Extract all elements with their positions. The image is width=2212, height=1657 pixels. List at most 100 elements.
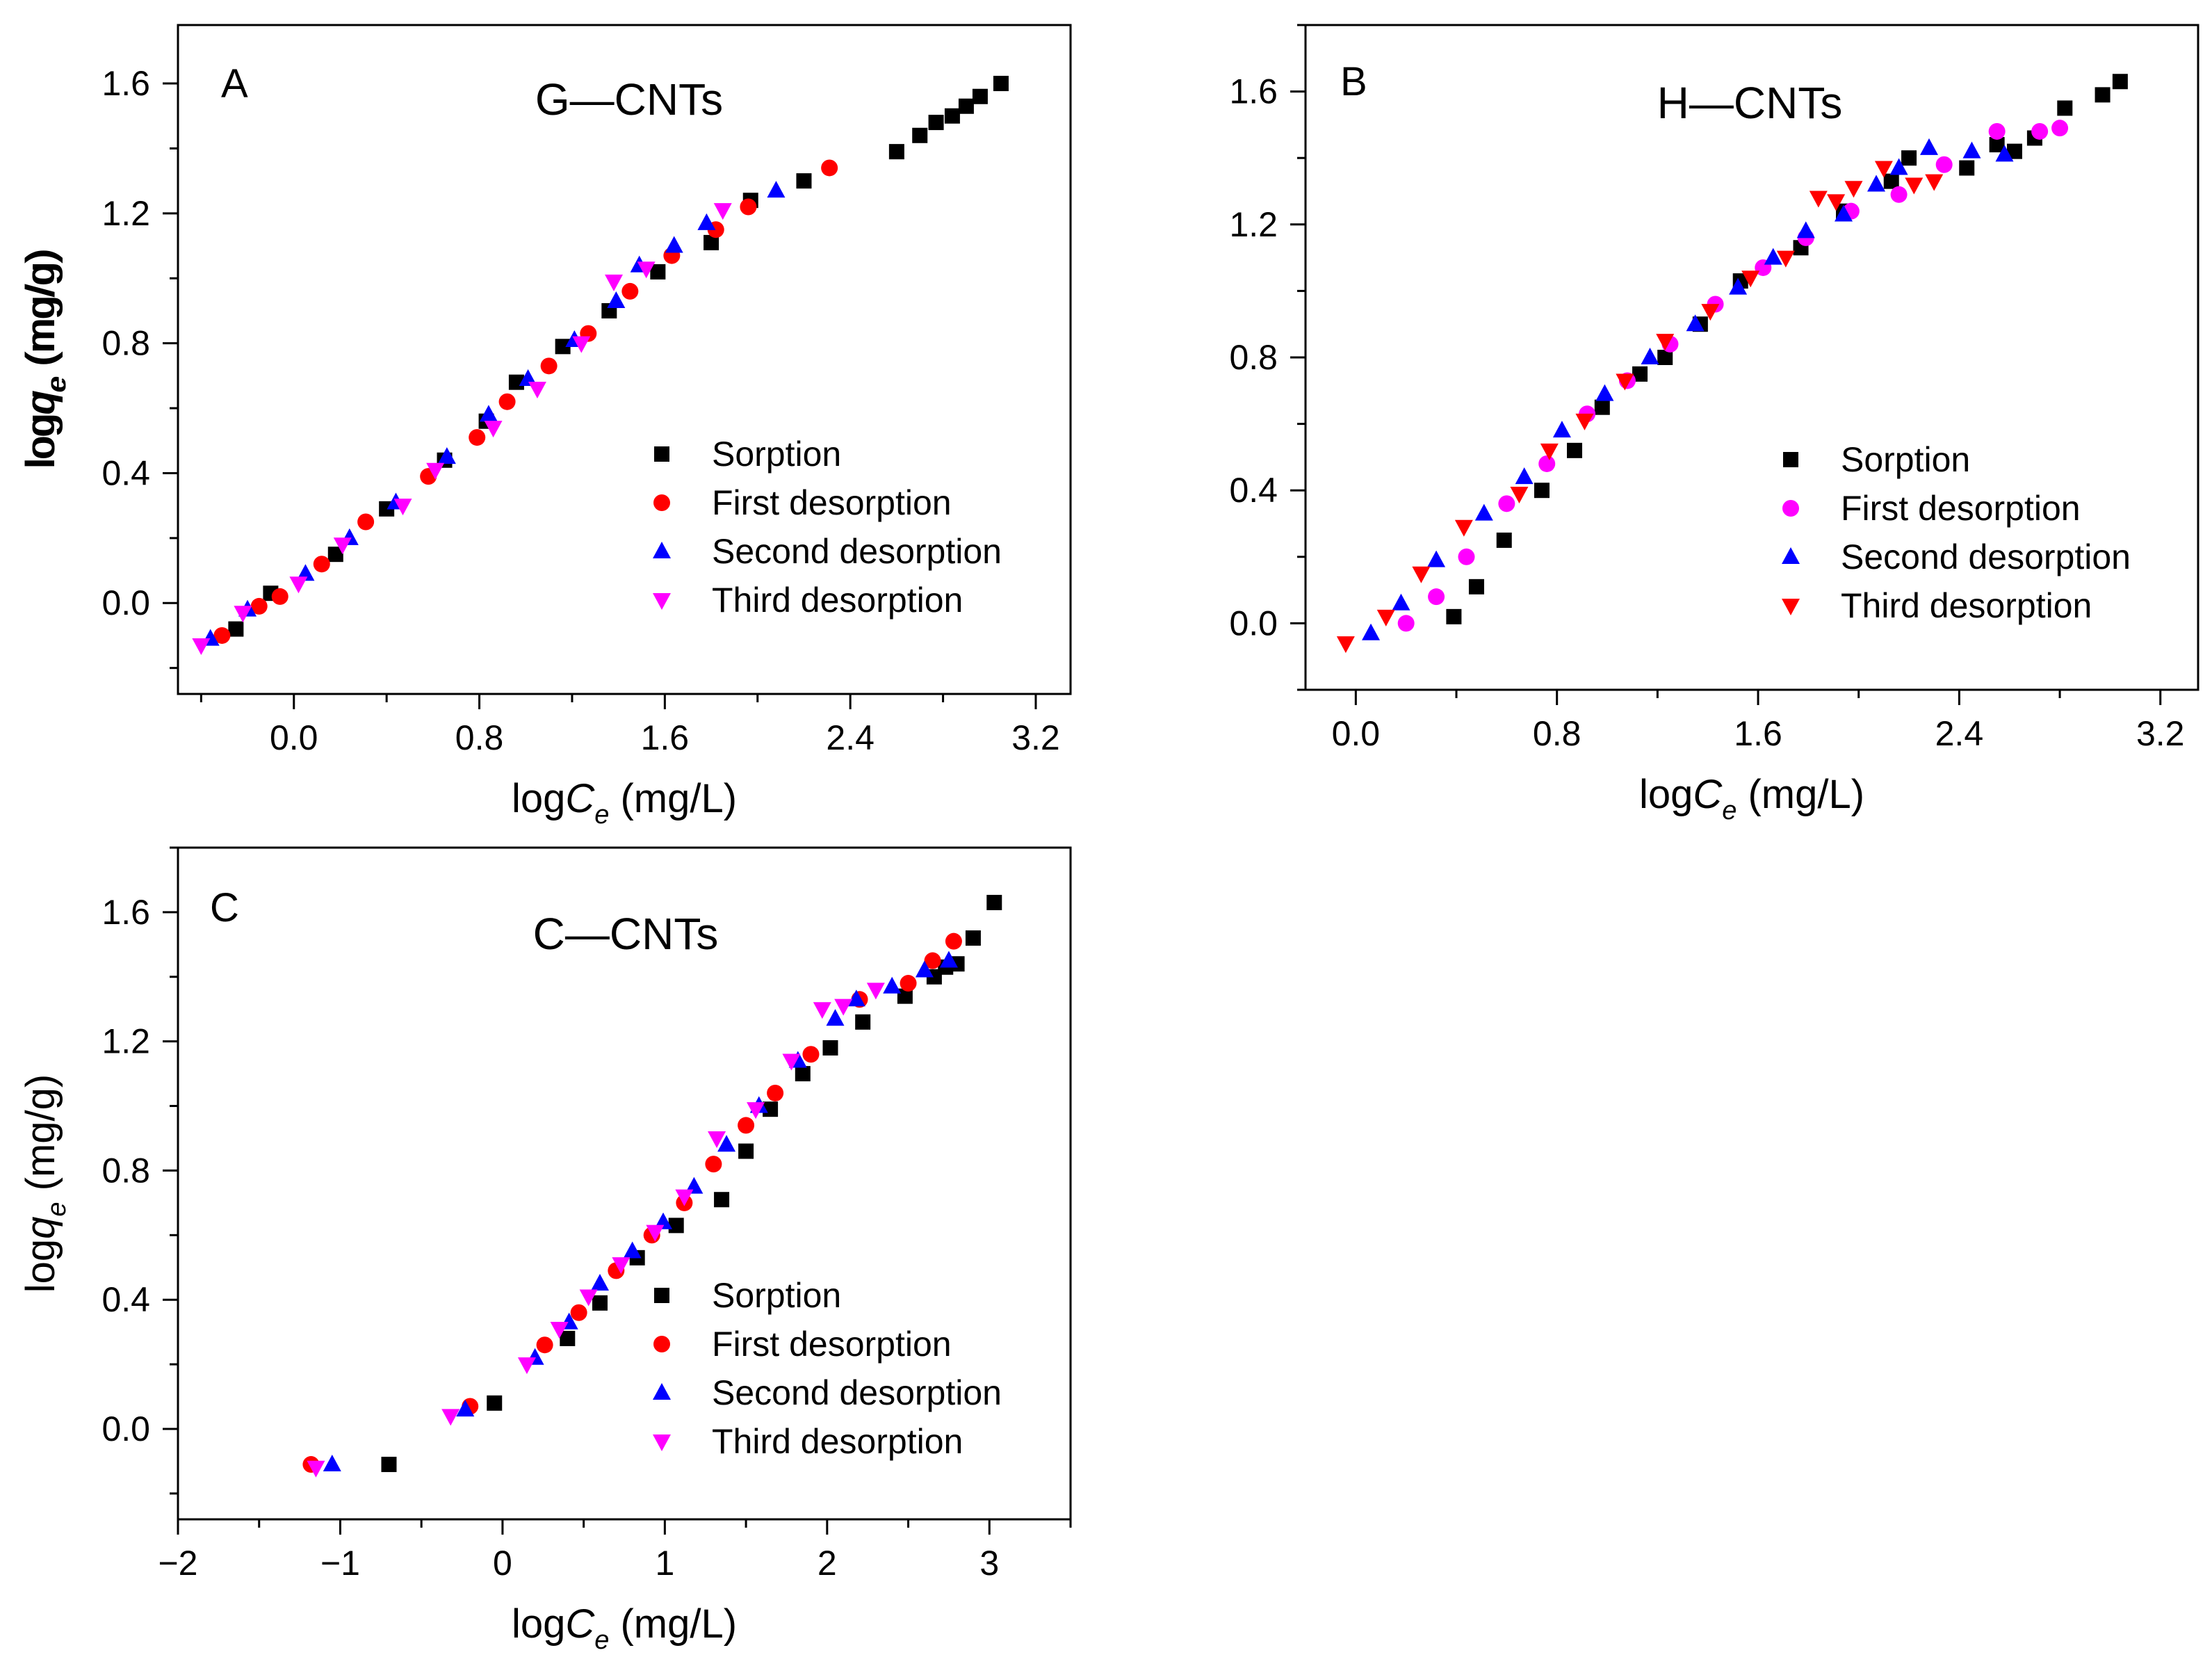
- legend-marker: [654, 446, 669, 462]
- data-point: [767, 181, 786, 198]
- x-tick-label: 0.0: [270, 718, 318, 757]
- data-point: [924, 952, 941, 969]
- data-point: [944, 108, 960, 124]
- x-tick-label: 1.6: [1734, 714, 1782, 753]
- y-tick-label: 0.4: [1229, 471, 1278, 510]
- data-point: [675, 1189, 694, 1206]
- data-point: [555, 339, 571, 355]
- data-point: [637, 261, 656, 279]
- data-point: [550, 1321, 569, 1339]
- series-sorption: [1446, 74, 2128, 624]
- legend-label: First desorption: [712, 483, 952, 522]
- data-point: [650, 264, 666, 280]
- x-axis-label: logCe (mg/L): [1639, 772, 1864, 825]
- data-point: [939, 951, 958, 968]
- data-point: [2095, 87, 2111, 103]
- legend-label: Sorption: [1841, 440, 1970, 479]
- data-point: [1989, 137, 2005, 153]
- data-point: [912, 127, 928, 143]
- data-point: [590, 1273, 609, 1291]
- data-point: [612, 1257, 631, 1275]
- panel-title: H—CNTs: [1657, 78, 1843, 128]
- panel-c: −2 −1 0 1 2 3 0.0 0.4 0.8 1.2 1.6 logCe (mg/L) logqe…: [18, 846, 1072, 1655]
- x-tick-label: −1: [320, 1544, 360, 1583]
- legend-marker: [1782, 547, 1800, 564]
- data-point: [1454, 519, 1473, 537]
- data-point: [1468, 579, 1484, 595]
- data-point: [2112, 74, 2128, 90]
- legend: Sorption First desorption Second desorptio…: [653, 1276, 1002, 1461]
- y-tick-label: 0.0: [101, 1409, 150, 1448]
- data-point: [327, 547, 343, 563]
- data-point: [1905, 177, 1924, 195]
- data-point: [313, 556, 330, 573]
- data-point: [738, 1143, 754, 1159]
- data-point: [697, 213, 716, 230]
- x-tick-label: 1: [655, 1544, 674, 1583]
- legend-label: Sorption: [712, 1276, 841, 1315]
- data-point: [2057, 100, 2073, 116]
- data-point: [1567, 442, 1583, 458]
- data-point: [1474, 503, 1493, 521]
- data-point: [1901, 150, 1917, 166]
- x-tick-label: 0.8: [455, 718, 504, 757]
- data-point: [560, 1330, 576, 1346]
- data-point: [717, 1135, 736, 1152]
- data-point: [213, 627, 231, 644]
- data-point: [1336, 636, 1355, 654]
- data-point: [866, 983, 885, 1000]
- y-tick-label: 0.4: [101, 1280, 150, 1319]
- data-point: [1925, 174, 1944, 191]
- data-point: [1776, 250, 1795, 268]
- data-point: [740, 198, 757, 216]
- data-point: [795, 1066, 811, 1082]
- data-point: [813, 1002, 831, 1019]
- x-tick-label: 0: [493, 1544, 512, 1583]
- data-point: [357, 513, 375, 531]
- data-point: [704, 234, 719, 250]
- legend-marker: [653, 1336, 670, 1352]
- data-point: [623, 1241, 642, 1259]
- legend-marker: [653, 593, 671, 610]
- x-tick-label: 2: [818, 1544, 837, 1583]
- data-point: [1988, 122, 2006, 140]
- data-point: [536, 1336, 553, 1354]
- legend-marker: [653, 1434, 671, 1451]
- legend-label: Second desorption: [712, 1373, 1002, 1412]
- data-point: [592, 1295, 608, 1311]
- x-axis-label: logCe (mg/L): [512, 1601, 737, 1655]
- data-point: [1594, 399, 1610, 415]
- data-point: [708, 1131, 726, 1148]
- x-tick-label: −2: [158, 1544, 197, 1583]
- data-point: [540, 357, 558, 375]
- data-point: [834, 999, 853, 1016]
- x-tick-label: 1.6: [641, 718, 690, 757]
- y-axis-label: logqe (mg/g): [18, 250, 72, 469]
- x-tick-label: 0.0: [1332, 714, 1381, 753]
- y-tick-label: 1.2: [101, 1022, 150, 1061]
- data-point: [1496, 532, 1512, 548]
- data-point: [1962, 141, 1981, 159]
- panel-b: 0.0 0.8 1.6 2.4 3.2 0.0 0.4 0.8 1.2 1.6 logCe (mg/…: [18, 24, 2199, 825]
- data-point: [1575, 413, 1594, 430]
- series-second-desorption: [201, 181, 786, 646]
- data-point: [1729, 277, 1748, 295]
- legend-marker: [1782, 500, 1799, 517]
- data-point: [1510, 486, 1529, 503]
- data-point: [763, 1101, 779, 1117]
- data-point: [1552, 421, 1571, 438]
- y-axis-label: logqe (mg/g): [18, 1074, 72, 1293]
- data-point: [437, 447, 456, 464]
- data-point: [986, 894, 1002, 910]
- data-point: [484, 421, 503, 438]
- legend-label: Third desorption: [712, 581, 963, 620]
- panel-a: 0.0 0.8 1.6 2.4 3.2 0.0 0.4 0.8 1.2 1.6 logCe (mg/…: [18, 24, 1072, 830]
- x-axis-label: logCe (mg/L): [512, 776, 737, 830]
- data-point: [487, 1395, 503, 1411]
- data-point: [915, 960, 934, 978]
- y-axis-label: logqe (mg/g): [18, 248, 72, 467]
- data-point: [1919, 138, 1938, 155]
- legend-marker: [1782, 599, 1800, 615]
- data-point: [1498, 495, 1515, 512]
- y-tick-label: 1.6: [1229, 72, 1278, 111]
